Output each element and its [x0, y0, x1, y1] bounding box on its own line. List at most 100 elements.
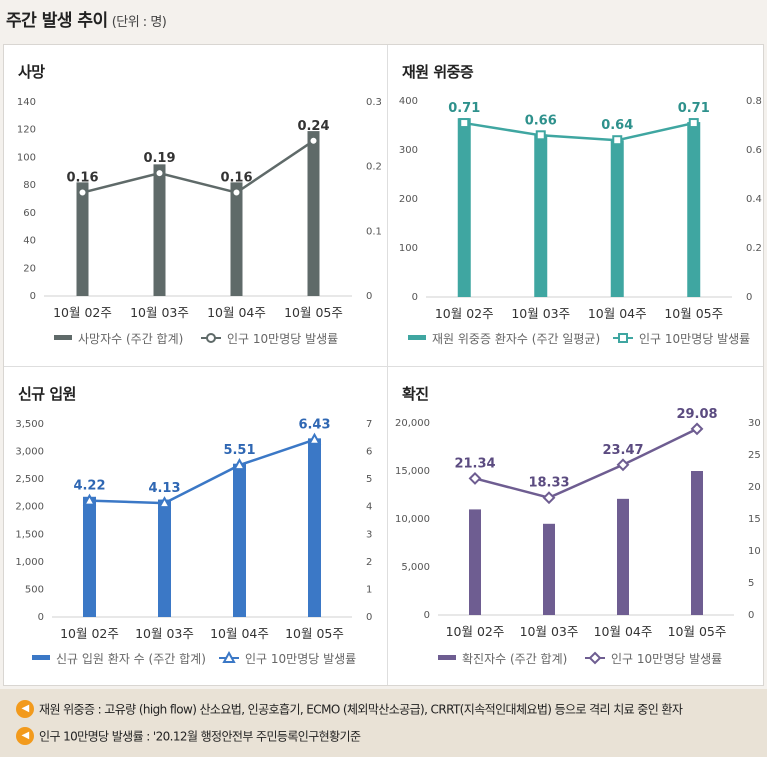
data-label: 18.33 — [528, 476, 569, 491]
x-tick-label: 10월 03주 — [130, 305, 189, 320]
bar — [230, 182, 243, 296]
line-point — [157, 496, 172, 509]
y-tick-label: 0 — [412, 292, 418, 303]
y-tick-label: 80 — [23, 180, 36, 191]
x-tick-label: 10월 04주 — [207, 305, 266, 320]
x-tick-label: 10월 02주 — [53, 305, 112, 320]
y-tick-label: 100 — [17, 152, 36, 163]
chart-svg: 0 100 200 300 400 0 0.2 0.4 0.6 0.8 10월 02주 10월 03주… — [399, 96, 762, 346]
line-point — [690, 422, 704, 436]
line-point — [82, 493, 97, 506]
legend-label: 인구 10만명당 발생률 — [639, 332, 750, 346]
y2-tick-label: 0 — [748, 610, 754, 621]
y-tick-label: 3,500 — [15, 419, 44, 430]
speaker-icon: ◀ — [16, 727, 34, 745]
data-label: 23.47 — [602, 443, 643, 458]
y-tick-label: 200 — [399, 194, 418, 205]
legend-label: 인구 10만명당 발생률 — [245, 652, 356, 666]
y-tick-label: 20,000 — [395, 418, 430, 429]
chart-title: 사망 — [18, 63, 45, 81]
y2-tick-label: 15 — [748, 514, 761, 525]
y2-tick-label: 0.2 — [366, 162, 382, 173]
data-label: 0.66 — [525, 113, 557, 128]
y2-tick-label: 20 — [748, 482, 761, 493]
line-point — [154, 168, 165, 179]
y2-tick-label: 0.4 — [746, 194, 762, 205]
y2-tick-label: 10 — [748, 546, 761, 557]
x-tick-label: 10월 05주 — [284, 305, 343, 320]
line-point — [232, 458, 247, 471]
data-label: 0.71 — [448, 101, 480, 116]
bar — [691, 471, 703, 615]
legend-label: 인구 10만명당 발생률 — [227, 332, 338, 346]
y-tick-label: 5,000 — [401, 562, 430, 573]
y-tick-label: 2,000 — [15, 502, 44, 513]
footnote-rate-basis: ◀ 인구 10만명당 발생률 : '20.12월 행정안전부 주민등록인구현황기준 — [16, 727, 361, 749]
legend-label: 사망자수 (주간 합계) — [78, 332, 183, 346]
line-point — [468, 472, 482, 485]
chart-title: 확진 — [402, 385, 429, 403]
data-label: 0.16 — [220, 171, 252, 186]
legend-swatch-bar — [408, 335, 426, 340]
y2-tick-label: 0 — [746, 292, 752, 303]
horizontal-divider — [4, 366, 763, 367]
line-point — [307, 432, 322, 445]
chart-panel-deaths: 사망 0 20 40 60 80 100 120 140 0 0.1 0.2 0.3 10월 02주 10… — [4, 45, 387, 366]
data-label: 0.24 — [297, 119, 329, 134]
chart-svg: 0 500 1,000 1,500 2,000 2,500 3,000 3,500 0 1 2 3 4 5… — [15, 418, 372, 666]
line-point — [206, 333, 216, 343]
bar — [457, 118, 471, 298]
y2-tick-label: 0.6 — [746, 145, 762, 156]
x-tick-label: 10월 05주 — [668, 624, 727, 639]
y-tick-label: 0 — [424, 610, 430, 621]
chart-title: 신규 입원 — [18, 385, 76, 403]
legend-swatch-bar — [54, 335, 72, 340]
legend-label: 신규 입원 환자 수 (주간 합계) — [56, 652, 206, 666]
x-tick-label: 10월 03주 — [135, 626, 194, 641]
y-tick-label: 40 — [23, 236, 36, 247]
x-tick-label: 10월 04주 — [594, 624, 653, 639]
y2-tick-label: 2 — [366, 557, 372, 568]
data-label: 4.13 — [148, 481, 180, 496]
y-tick-label: 0 — [30, 291, 36, 302]
y2-tick-label: 25 — [748, 450, 761, 461]
footnote-critical-definition: ◀ 재원 위중증 : 고유량 (high flow) 산소요법, 인공호흡기, E… — [16, 700, 683, 722]
line-point — [616, 458, 630, 472]
chart-panel-confirmed: 확진 0 5,000 10,000 15,000 20,000 0 5 10 15 20 25 30 1… — [388, 367, 765, 687]
line-point — [231, 187, 242, 198]
bar — [687, 122, 701, 297]
x-tick-label: 10월 05주 — [285, 626, 344, 641]
data-label: 0.64 — [601, 118, 633, 133]
line-point — [588, 651, 602, 665]
y2-tick-label: 0.3 — [366, 97, 382, 108]
bar — [233, 463, 246, 617]
y-tick-label: 60 — [23, 208, 36, 219]
x-tick-label: 10월 02주 — [60, 626, 119, 641]
y-tick-label: 1,000 — [15, 557, 44, 568]
line-point — [535, 130, 546, 141]
y2-tick-label: 6 — [366, 447, 372, 458]
unit-label: (단위 : 명) — [111, 15, 167, 30]
legend-label: 확진자수 (주간 합계) — [462, 652, 567, 666]
chart-panel-admissions: 신규 입원 0 500 1,000 1,500 2,000 2,500 3,000 3,500… — [4, 367, 387, 687]
data-label: 21.34 — [454, 456, 495, 471]
bar — [469, 509, 481, 615]
line-point — [618, 333, 628, 343]
bar — [158, 499, 171, 617]
y-tick-label: 100 — [399, 243, 418, 254]
y-tick-label: 1,500 — [15, 529, 44, 540]
y-tick-label: 20 — [23, 263, 36, 274]
data-label: 5.51 — [223, 443, 255, 458]
bar — [153, 164, 166, 296]
x-tick-label: 10월 03주 — [520, 624, 579, 639]
y-tick-label: 120 — [17, 125, 36, 136]
legend-swatch-bar — [438, 655, 456, 660]
data-label: 4.22 — [73, 479, 105, 494]
vertical-divider — [387, 45, 388, 685]
legend-swatch-bar — [32, 655, 50, 660]
series-line — [464, 121, 695, 142]
bar — [610, 140, 624, 297]
bar — [534, 134, 548, 297]
data-label: 6.43 — [298, 418, 330, 433]
line-point — [222, 650, 236, 663]
